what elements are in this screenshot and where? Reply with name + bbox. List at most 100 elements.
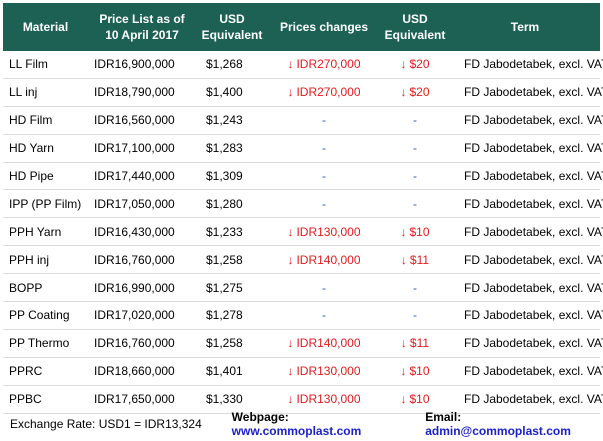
usd-equivalent-cell: $1,309 bbox=[196, 162, 268, 191]
down-arrow-icon: ↓ bbox=[287, 392, 294, 407]
term-cell: FD Jabodetabek, excl. VAT bbox=[450, 301, 603, 330]
down-arrow-icon: ↓ bbox=[287, 224, 294, 239]
usd-change-cell: - bbox=[380, 189, 450, 219]
usd-equivalent-cell: $1,280 bbox=[196, 189, 268, 219]
price-change-cell: - bbox=[268, 273, 380, 303]
usd-change-cell: ↓ $20 bbox=[380, 51, 450, 79]
table-row: BOPP IDR16,990,000 $1,275- - FD Jabodetabek,… bbox=[3, 273, 603, 303]
table-row: PP Thermo IDR16,760,000 $1,258 ↓ IDR140,000 ↓… bbox=[3, 329, 603, 358]
down-arrow-icon: ↓ bbox=[400, 57, 407, 72]
table-row: HD Yarn IDR17,100,000 $1,283- - FD Jabodetab… bbox=[3, 134, 603, 163]
price-change-cell: ↓ IDR270,000 bbox=[268, 51, 380, 79]
price-change-cell: ↓ IDR140,000 bbox=[268, 245, 380, 275]
header-usd-change-equivalent: USD Equivalent bbox=[380, 3, 450, 51]
table-row: HD Film IDR16,560,000 $1,243- - FD Jabodetab… bbox=[3, 106, 603, 135]
usd-change-cell: ↓ $10 bbox=[380, 217, 450, 247]
table-header-row: Material Price List as of 10 April 2017 U… bbox=[3, 3, 600, 51]
email-link[interactable]: admin@commoplast.com bbox=[425, 424, 571, 438]
usd-change-cell: ↓ $11 bbox=[380, 329, 450, 358]
usd-change-cell: - bbox=[380, 301, 450, 330]
material-cell: LL inj bbox=[3, 78, 88, 107]
term-cell: FD Jabodetabek, excl. VAT bbox=[450, 329, 603, 358]
change-value: $10 bbox=[409, 392, 430, 407]
usd-change-cell: ↓ $10 bbox=[380, 357, 450, 386]
price-cell: IDR17,650,000 bbox=[88, 385, 196, 414]
usd-equivalent-cell: $1,330 bbox=[196, 385, 268, 414]
material-cell: PPH Yarn bbox=[3, 217, 88, 247]
change-value: $11 bbox=[409, 336, 430, 351]
price-cell: IDR17,440,000 bbox=[88, 162, 196, 191]
email-info: Email: admin@commoplast.com bbox=[425, 410, 600, 438]
usd-equivalent-cell: $1,258 bbox=[196, 245, 268, 275]
table-row: IPP (PP Film) IDR17,050,000 $1,280- - FD Jab… bbox=[3, 189, 603, 219]
usd-equivalent-cell: $1,233 bbox=[196, 217, 268, 247]
term-cell: FD Jabodetabek, excl. VAT bbox=[450, 217, 603, 247]
change-value: $10 bbox=[409, 224, 430, 239]
usd-equivalent-cell: $1,283 bbox=[196, 134, 268, 163]
change-value: IDR130,000 bbox=[296, 224, 361, 239]
price-cell: IDR17,100,000 bbox=[88, 134, 196, 163]
price-cell: IDR16,990,000 bbox=[88, 273, 196, 303]
down-arrow-icon: ↓ bbox=[400, 85, 407, 100]
change-value: IDR130,000 bbox=[296, 364, 361, 379]
down-arrow-icon: ↓ bbox=[287, 364, 294, 379]
term-cell: FD Jabodetabek, excl. VAT bbox=[450, 162, 603, 191]
table-row: PPH Yarn IDR16,430,000 $1,233 ↓ IDR130,000 ↓ $… bbox=[3, 217, 603, 247]
price-change-cell: ↓ IDR130,000 bbox=[268, 385, 380, 414]
down-arrow-icon: ↓ bbox=[287, 336, 294, 351]
price-cell: IDR16,900,000 bbox=[88, 51, 196, 79]
change-value: $20 bbox=[409, 57, 430, 72]
table-body: LL Film IDR16,900,000 $1,268 ↓ IDR270,000 ↓ $2… bbox=[3, 51, 603, 414]
material-cell: PPBC bbox=[3, 385, 88, 414]
table-row: PPBC IDR17,650,000 $1,330 ↓ IDR130,000 ↓ $10 FD… bbox=[3, 385, 603, 414]
material-cell: HD Yarn bbox=[3, 134, 88, 163]
change-value: IDR270,000 bbox=[296, 57, 361, 72]
table-row: PP Coating IDR17,020,000 $1,278- - FD Jabode… bbox=[3, 301, 603, 330]
material-cell: PPH inj bbox=[3, 245, 88, 275]
table-row: LL inj IDR18,790,000 $1,400 ↓ IDR270,000 ↓ $20… bbox=[3, 78, 603, 107]
price-change-cell: ↓ IDR270,000 bbox=[268, 78, 380, 107]
price-cell: IDR17,050,000 bbox=[88, 189, 196, 219]
down-arrow-icon: ↓ bbox=[287, 85, 294, 100]
change-value: IDR140,000 bbox=[296, 252, 361, 267]
usd-change-cell: - bbox=[380, 134, 450, 163]
term-cell: FD Jabodetabek, excl. VAT bbox=[450, 385, 603, 414]
price-list-document: Material Price List as of 10 April 2017 U… bbox=[3, 3, 603, 438]
down-arrow-icon: ↓ bbox=[287, 252, 294, 267]
header-prices-changes: Prices changes bbox=[268, 3, 380, 51]
material-cell: PP Thermo bbox=[3, 329, 88, 358]
table-row: PPRC IDR18,660,000 $1,401 ↓ IDR130,000 ↓ $10 FD… bbox=[3, 357, 603, 386]
price-change-cell: - bbox=[268, 106, 380, 135]
price-change-cell: ↓ IDR130,000 bbox=[268, 217, 380, 247]
term-cell: FD Jabodetabek, excl. VAT bbox=[450, 51, 603, 79]
term-cell: FD Jabodetabek, excl. VAT bbox=[450, 273, 603, 303]
webpage-label: Webpage: bbox=[231, 410, 289, 424]
change-value: IDR140,000 bbox=[296, 336, 361, 351]
price-cell: IDR18,660,000 bbox=[88, 357, 196, 386]
usd-equivalent-cell: $1,401 bbox=[196, 357, 268, 386]
usd-equivalent-cell: $1,243 bbox=[196, 106, 268, 135]
price-change-cell: - bbox=[268, 301, 380, 330]
term-cell: FD Jabodetabek, excl. VAT bbox=[450, 245, 603, 275]
usd-equivalent-cell: $1,400 bbox=[196, 78, 268, 107]
change-value: $20 bbox=[409, 85, 430, 100]
price-change-cell: ↓ IDR140,000 bbox=[268, 329, 380, 358]
down-arrow-icon: ↓ bbox=[287, 57, 294, 72]
usd-change-cell: ↓ $11 bbox=[380, 245, 450, 275]
price-cell: IDR16,560,000 bbox=[88, 106, 196, 135]
usd-equivalent-cell: $1,268 bbox=[196, 51, 268, 79]
change-value: $11 bbox=[409, 252, 430, 267]
price-cell: IDR16,430,000 bbox=[88, 217, 196, 247]
price-change-cell: - bbox=[268, 134, 380, 163]
webpage-link[interactable]: www.commoplast.com bbox=[231, 424, 362, 438]
table-row: HD Pipe IDR17,440,000 $1,309- - FD Jabodetab… bbox=[3, 162, 603, 191]
term-cell: FD Jabodetabek, excl. VAT bbox=[450, 106, 603, 135]
material-cell: BOPP bbox=[3, 273, 88, 303]
down-arrow-icon: ↓ bbox=[400, 364, 407, 379]
usd-equivalent-cell: $1,278 bbox=[196, 301, 268, 330]
header-usd-equivalent: USD Equivalent bbox=[196, 3, 268, 51]
usd-equivalent-cell: $1,275 bbox=[196, 273, 268, 303]
price-change-cell: - bbox=[268, 189, 380, 219]
price-change-cell: ↓ IDR130,000 bbox=[268, 357, 380, 386]
exchange-rate: Exchange Rate: USD1 = IDR13,324 bbox=[10, 417, 202, 431]
